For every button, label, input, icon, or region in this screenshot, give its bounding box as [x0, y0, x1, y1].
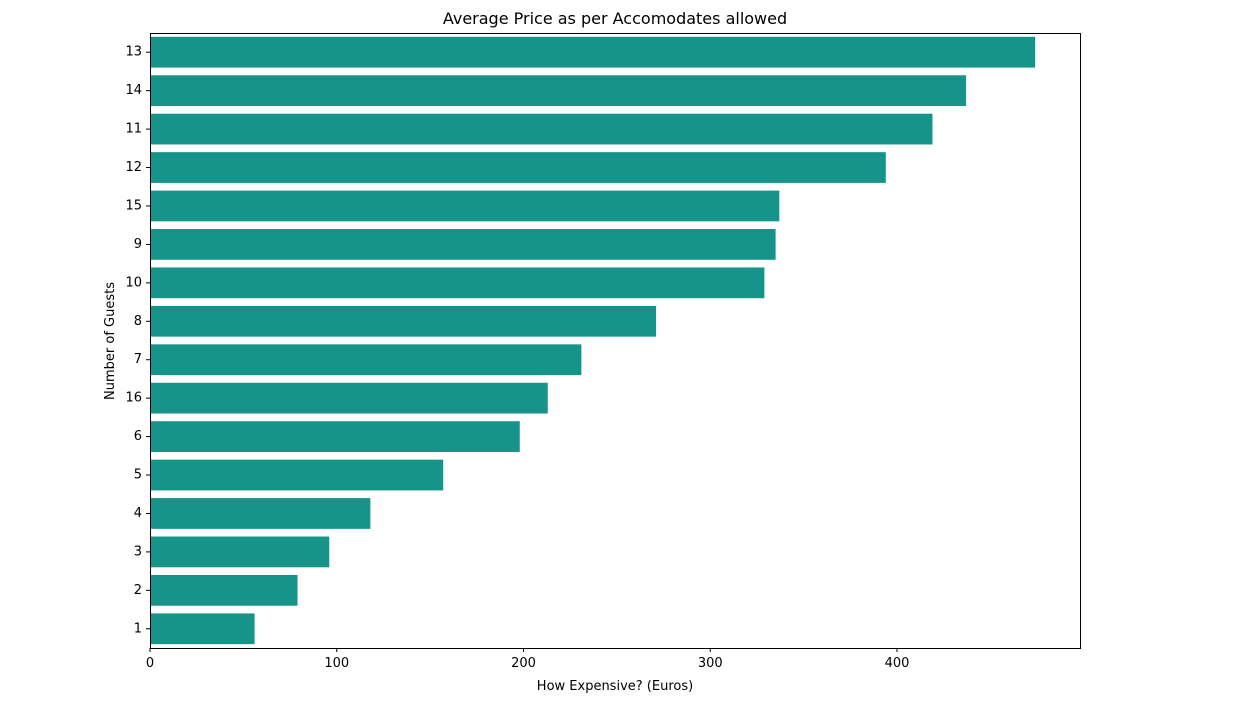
- bar-3: [150, 536, 330, 568]
- y-tick-label: 6: [134, 429, 142, 444]
- bar-16: [150, 382, 548, 414]
- bar-10: [150, 267, 765, 299]
- y-tick-label: 11: [125, 122, 142, 137]
- bar-11: [150, 113, 933, 145]
- bar-4: [150, 498, 371, 529]
- x-tick-label: 400: [885, 656, 910, 671]
- y-tick-label: 4: [134, 506, 142, 521]
- bar-2: [150, 574, 298, 606]
- y-tick-label: 7: [134, 352, 142, 367]
- bar-8: [150, 305, 657, 337]
- y-tick-label: 14: [125, 83, 142, 98]
- bar-6: [150, 421, 520, 452]
- y-tick-label: 10: [125, 275, 142, 290]
- y-axis-ticks: 13 14 11 12 15 9 10 8 7 16 6 5 4 3 2 1: [125, 45, 150, 636]
- bar-12: [150, 152, 886, 183]
- bar-13: [150, 36, 1036, 68]
- bar-9: [150, 229, 776, 260]
- x-tick-label: 100: [324, 656, 349, 671]
- x-tick-label: 300: [698, 656, 723, 671]
- x-tick-label: 200: [511, 656, 536, 671]
- y-tick-label: 9: [134, 237, 142, 252]
- bar-14: [150, 75, 967, 107]
- y-axis-label: Number of Guests: [103, 282, 118, 400]
- y-tick-label: 1: [134, 621, 142, 636]
- y-tick-label: 2: [134, 583, 142, 598]
- bar-15: [150, 190, 780, 222]
- x-axis-ticks: 0 100 200 300 400: [146, 648, 910, 671]
- bars-group: [150, 36, 1036, 645]
- y-tick-label: 3: [134, 544, 142, 559]
- plot-frame: [150, 33, 1081, 649]
- x-axis-label: How Expensive? (Euros): [537, 679, 693, 694]
- y-tick-label: 15: [125, 198, 142, 213]
- y-tick-label: 16: [125, 391, 142, 406]
- x-tick-label: 0: [146, 656, 154, 671]
- y-tick-label: 5: [134, 468, 142, 483]
- bar-1: [150, 613, 255, 645]
- bar-5: [150, 459, 444, 491]
- bar-7: [150, 344, 582, 376]
- y-tick-label: 8: [134, 314, 142, 329]
- chart-title: Average Price as per Accomodates allowed: [443, 9, 787, 28]
- y-tick-label: 12: [125, 160, 142, 175]
- y-tick-label: 13: [125, 45, 142, 60]
